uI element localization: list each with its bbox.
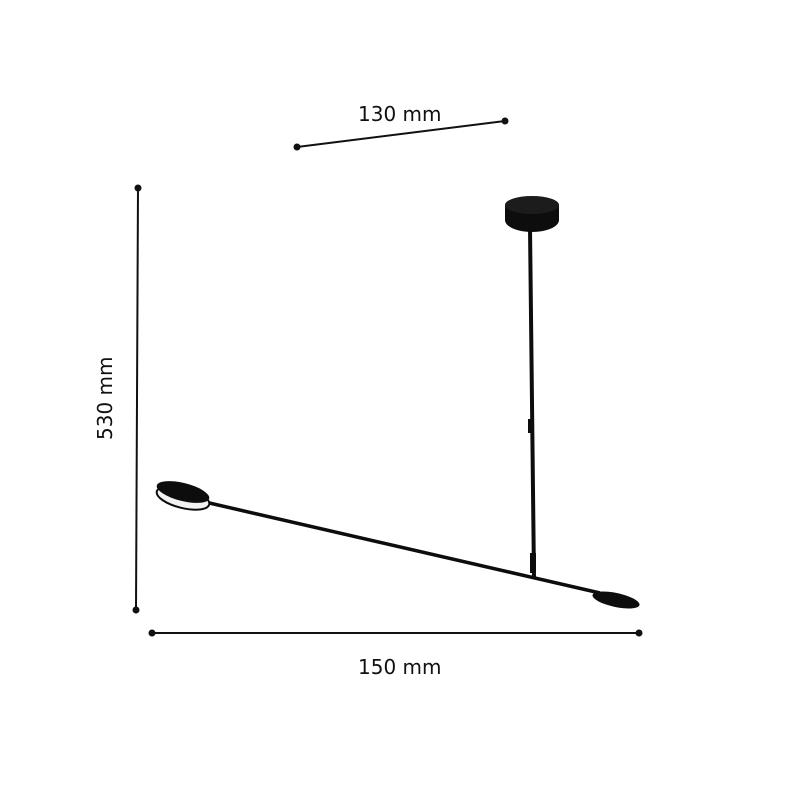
width-dimension-line bbox=[148, 629, 643, 637]
height-label: 530 mm bbox=[93, 356, 117, 441]
width-label: 150 mm bbox=[358, 655, 442, 679]
depth-dimension-line bbox=[293, 117, 509, 151]
suspension-rod bbox=[528, 227, 536, 579]
pendant-lamp-illustration bbox=[155, 196, 640, 609]
left-lamp-head bbox=[155, 481, 211, 511]
right-lamp-head bbox=[592, 591, 640, 609]
depth-label: 130 mm bbox=[358, 102, 442, 126]
height-dimension-line bbox=[132, 184, 142, 614]
lamp-arm bbox=[204, 500, 601, 595]
